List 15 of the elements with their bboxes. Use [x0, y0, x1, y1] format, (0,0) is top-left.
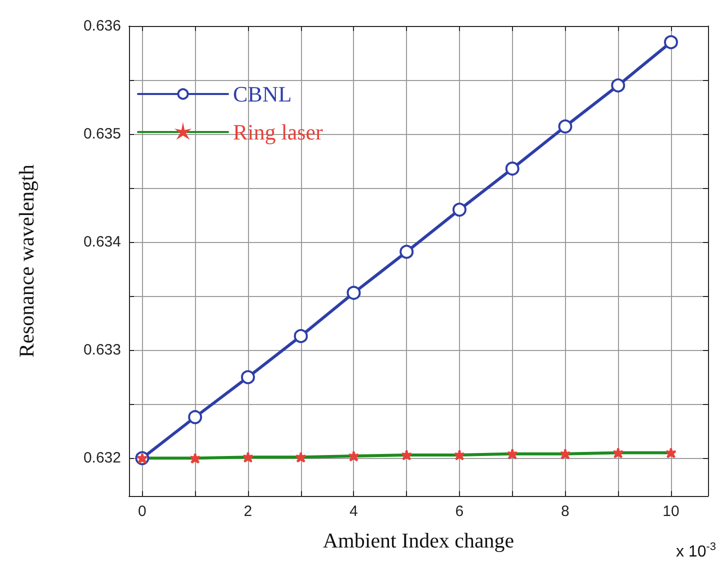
- legend-label: CBNL: [233, 82, 292, 106]
- x-axis-title: Ambient Index change: [322, 528, 514, 552]
- y-tick-label: 0.632: [83, 450, 121, 467]
- legend-label: Ring laser: [233, 120, 324, 144]
- x-tick-label: 0: [138, 503, 146, 520]
- y-tick-label: 0.633: [83, 342, 121, 359]
- y-axis-title: Resonance wavelength: [14, 164, 38, 358]
- y-tick-label: 0.634: [83, 234, 121, 251]
- x-tick-label: 6: [455, 503, 464, 520]
- x-tick-label: 4: [350, 503, 358, 520]
- y-tick-label: 0.635: [83, 126, 121, 143]
- x-tick-label: 2: [244, 503, 252, 520]
- x-tick-label: 10: [662, 503, 680, 520]
- y-tick-label: 0.636: [83, 18, 121, 34]
- x-tick-label: 8: [561, 503, 570, 520]
